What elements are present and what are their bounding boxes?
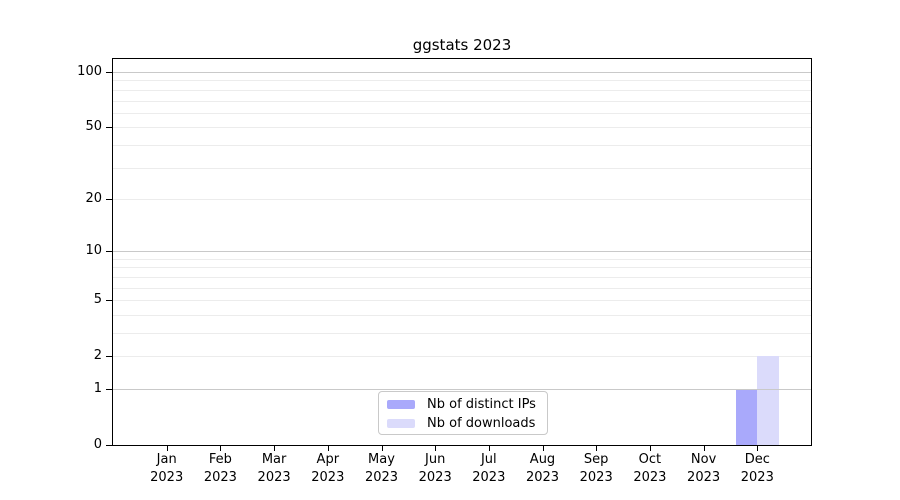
y-tick-label: 10 (85, 243, 102, 259)
x-tick-mark (649, 445, 651, 451)
minor-gridline (113, 356, 811, 358)
y-tick-mark (106, 72, 112, 73)
major-gridline (113, 72, 811, 73)
chart-title: ggstats 2023 (412, 36, 512, 54)
minor-gridline (113, 167, 811, 169)
x-tick-mark (488, 445, 490, 451)
bar-nb-of-distinct-ips (735, 389, 758, 445)
y-tick-label: 0 (93, 437, 102, 452)
x-tick-mark (166, 445, 168, 451)
minor-gridline (113, 333, 811, 334)
x-tick-mark (435, 445, 437, 451)
minor-gridline (113, 267, 811, 269)
y-tick-mark (106, 251, 112, 253)
y-tick-label: 2 (93, 348, 102, 364)
x-tick-label: Dec 2023 (740, 452, 774, 485)
x-tick-label: May 2023 (364, 452, 399, 485)
x-tick-mark (596, 445, 598, 451)
bar-nb-of-downloads (757, 356, 779, 445)
minor-gridline (113, 287, 811, 289)
minor-gridline (113, 144, 811, 146)
major-gridline (113, 389, 811, 390)
x-tick-mark (381, 445, 383, 451)
minor-gridline (113, 89, 811, 91)
x-tick-label: Mar 2023 (257, 452, 291, 485)
x-tick-label: Nov 2023 (687, 452, 721, 485)
legend-swatch-distinct-ips (387, 400, 415, 409)
y-tick-mark (106, 198, 112, 200)
x-tick-label: Oct 2023 (633, 452, 667, 485)
minor-gridline (113, 80, 811, 82)
legend-swatch-downloads (387, 419, 415, 428)
y-tick-mark (106, 127, 112, 129)
y-tick-label: 100 (77, 64, 102, 79)
legend-label-downloads: Nb of downloads (427, 416, 536, 431)
x-tick-mark (757, 445, 759, 451)
x-tick-label: Feb 2023 (203, 452, 237, 485)
legend-item-distinct-ips: Nb of distinct IPs (379, 395, 547, 414)
y-tick-mark (106, 300, 112, 302)
legend-item-downloads: Nb of downloads (379, 414, 547, 433)
minor-gridline (113, 300, 811, 302)
x-tick-label: Jan 2023 (150, 452, 184, 485)
minor-gridline (113, 198, 811, 200)
minor-gridline (113, 276, 811, 278)
x-tick-mark (274, 445, 276, 451)
y-tick-mark (106, 445, 112, 446)
y-tick-label: 50 (85, 119, 102, 135)
x-tick-label: Apr 2023 (311, 452, 345, 485)
major-gridline (113, 251, 811, 253)
y-tick-label: 5 (93, 292, 102, 308)
x-tick-mark (542, 445, 544, 451)
x-tick-label: Sep 2023 (579, 452, 613, 485)
y-tick-label: 20 (85, 190, 102, 206)
x-tick-mark (327, 445, 329, 451)
x-tick-label: Jul 2023 (472, 452, 506, 485)
y-tick-label: 1 (93, 381, 102, 396)
minor-gridline (113, 112, 811, 114)
y-tick-mark (106, 389, 112, 390)
plot-area (112, 58, 812, 446)
x-tick-label: Jun 2023 (418, 452, 452, 485)
minor-gridline (113, 314, 811, 316)
x-tick-mark (220, 445, 222, 451)
minor-gridline (113, 127, 811, 129)
minor-gridline (113, 100, 811, 102)
minor-gridline (113, 258, 811, 260)
x-tick-label: Aug 2023 (525, 452, 560, 485)
x-tick-mark (703, 445, 705, 451)
legend-label-distinct-ips: Nb of distinct IPs (427, 397, 536, 412)
y-tick-mark (106, 356, 112, 358)
legend: Nb of distinct IPs Nb of downloads (378, 391, 548, 435)
